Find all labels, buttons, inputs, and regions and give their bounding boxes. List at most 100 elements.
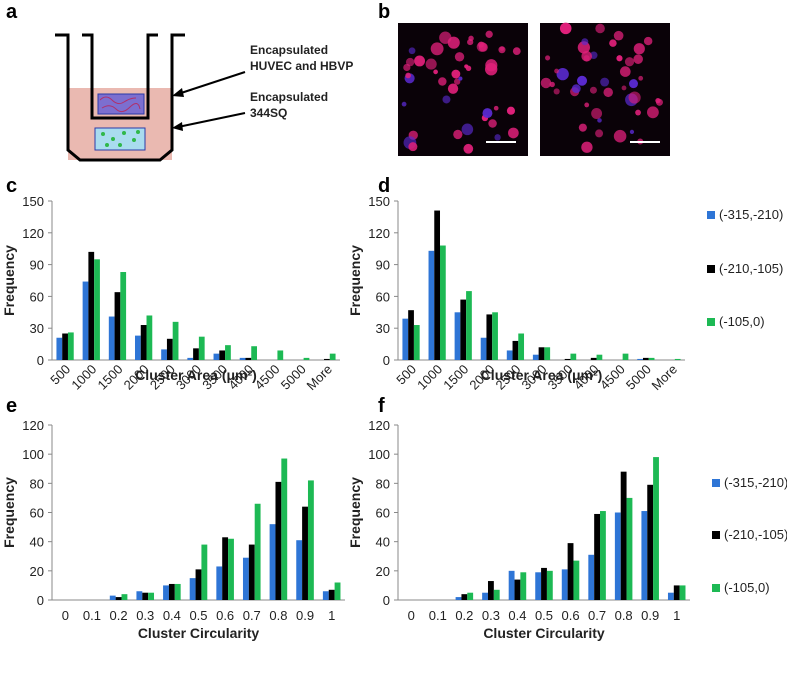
cell	[405, 72, 411, 79]
x-tick-label: 0	[408, 608, 415, 623]
cell	[591, 108, 603, 119]
bar	[198, 336, 205, 360]
bar	[466, 291, 472, 360]
y-axis-title: Frequency	[1, 245, 17, 316]
x-tick-label: More	[303, 362, 335, 394]
cell	[545, 55, 551, 61]
x-tick-label: 5000	[623, 362, 654, 393]
x-tick-label: 0.7	[243, 608, 261, 623]
cell	[556, 67, 569, 81]
cell	[643, 36, 653, 46]
x-tick-label: 0.1	[429, 608, 447, 623]
bar	[248, 544, 255, 600]
cell	[581, 38, 589, 46]
cell	[628, 91, 641, 104]
cell	[595, 129, 604, 138]
x-tick-label: 0.6	[562, 608, 580, 623]
x-axis-title: Cluster Area (μm²)	[135, 367, 257, 383]
cell	[405, 57, 415, 67]
bar	[121, 594, 128, 600]
bar	[622, 353, 629, 360]
bar	[487, 581, 494, 600]
bar	[328, 589, 335, 600]
bar	[213, 353, 220, 360]
bar	[219, 350, 226, 360]
cell	[433, 69, 438, 75]
bar	[493, 589, 500, 600]
cell	[583, 55, 590, 62]
cell	[425, 58, 437, 70]
bar	[174, 583, 181, 600]
bar	[428, 250, 435, 360]
upper-gel	[97, 93, 145, 115]
bar	[570, 353, 577, 360]
bar	[588, 554, 595, 600]
cell	[571, 84, 581, 93]
bar	[518, 333, 525, 360]
bar	[168, 583, 175, 600]
y-tick-label: 90	[376, 258, 390, 273]
x-tick-label: 1	[673, 608, 680, 623]
cell	[508, 127, 519, 139]
cell	[553, 88, 560, 95]
cell	[577, 75, 588, 86]
legend-label: (-105,0)	[719, 314, 765, 329]
x-axis-title: Cluster Circularity	[483, 625, 605, 641]
cell	[559, 22, 572, 35]
insert	[82, 33, 158, 120]
y-tick-label: 100	[368, 447, 390, 462]
bar	[673, 585, 680, 600]
x-tick-label: 1	[328, 608, 335, 623]
bar	[62, 333, 68, 360]
cell	[595, 23, 605, 34]
bar	[573, 560, 580, 600]
bar	[239, 357, 246, 360]
bar	[251, 346, 258, 360]
arrow	[177, 71, 246, 95]
arrow-head	[172, 122, 183, 131]
legend-swatch	[712, 479, 720, 487]
bar	[201, 544, 208, 600]
diagram-label: Encapsulated	[250, 43, 328, 57]
cell	[540, 77, 552, 89]
cell	[408, 47, 416, 55]
cell	[493, 105, 499, 111]
bar	[322, 591, 329, 600]
bar	[561, 569, 568, 600]
x-tick-label: 0.7	[588, 608, 606, 623]
y-tick-label: 30	[30, 321, 44, 336]
cell	[589, 86, 597, 94]
x-tick-label: 0.1	[83, 608, 101, 623]
cell	[453, 78, 461, 85]
bar	[512, 340, 519, 360]
x-axis-title: Cluster Circularity	[138, 625, 260, 641]
bar	[541, 567, 547, 600]
cell	[603, 87, 613, 98]
bar	[254, 503, 261, 600]
legend-swatch	[707, 318, 715, 326]
well	[55, 33, 185, 162]
bar	[460, 299, 467, 360]
cell	[629, 79, 638, 89]
y-tick-label: 120	[22, 226, 44, 241]
bar	[88, 251, 95, 360]
cell	[454, 52, 465, 62]
transwell-diagram: Encapsulated HUVEC and HBVP Encapsulated…	[55, 33, 353, 162]
bar	[637, 358, 643, 360]
bar	[614, 512, 621, 600]
x-tick-label: 0.9	[641, 608, 659, 623]
bar	[653, 457, 659, 600]
bar	[667, 592, 674, 600]
bar	[641, 511, 648, 600]
bar	[277, 350, 284, 360]
y-tick-label: 120	[22, 418, 44, 433]
bar	[440, 245, 446, 360]
cell	[482, 108, 493, 119]
bar	[163, 585, 169, 600]
x-tick-label: 1000	[414, 362, 445, 393]
x-tick-label: 1500	[95, 362, 126, 393]
y-tick-label: 60	[30, 289, 44, 304]
cell	[624, 57, 635, 67]
cell	[401, 101, 407, 107]
